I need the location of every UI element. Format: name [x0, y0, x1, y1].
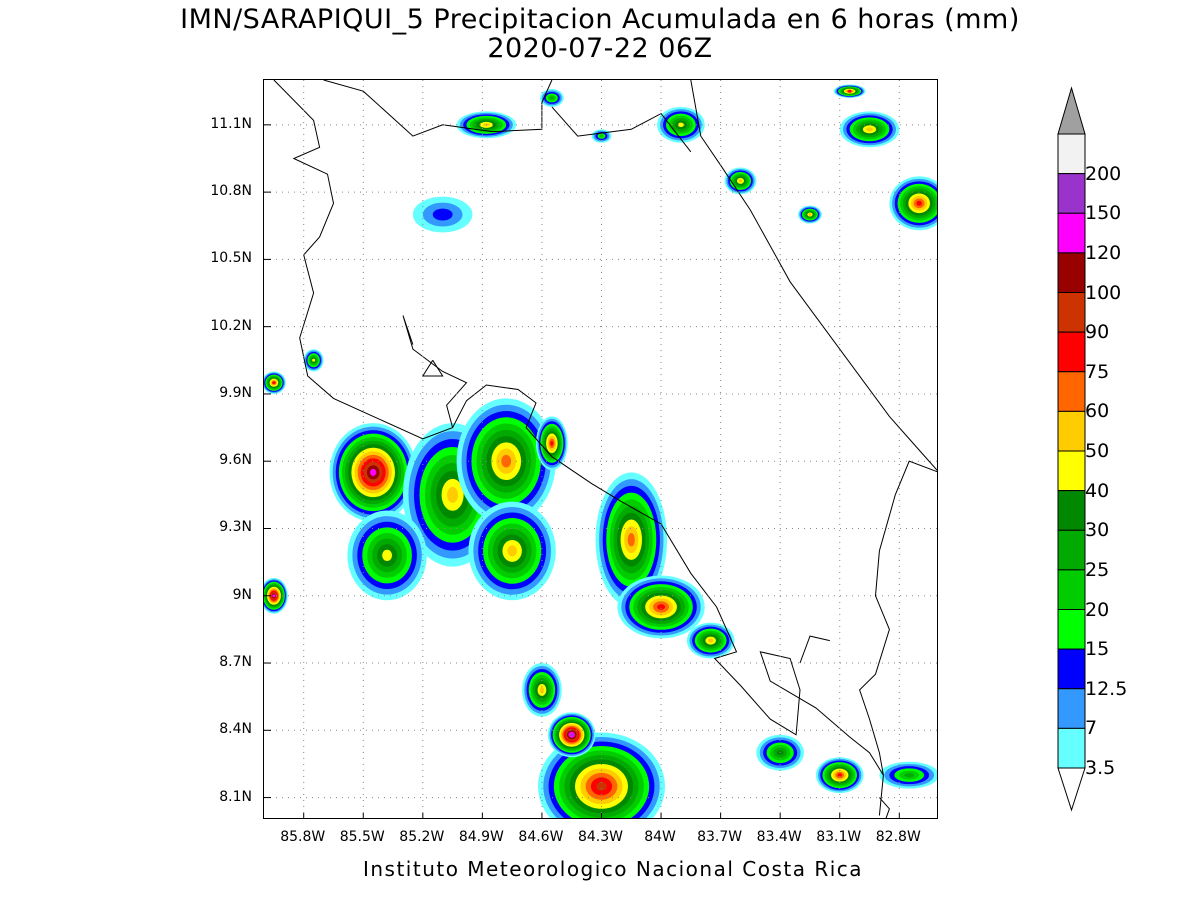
- colorbar-swatch-20: [1057, 569, 1086, 610]
- rain-cell-13-level-10: [272, 381, 276, 385]
- coastline-7: [799, 635, 830, 664]
- colorbar-label: 90: [1085, 321, 1110, 344]
- rain-cell-1-level-8: [447, 486, 459, 503]
- rain-cell-5-level-10: [550, 440, 554, 446]
- precipitation-map: [264, 80, 937, 818]
- tick-label-lat: 11.1N: [210, 115, 252, 132]
- colorbar-swatch-120: [1057, 212, 1086, 254]
- tick-label-lat: 10.2N: [210, 317, 252, 334]
- tick-label-lon: 85.2W: [399, 829, 445, 845]
- colorbar-swatch-15: [1057, 609, 1086, 650]
- coastline-3: [323, 80, 553, 137]
- colorbar-over-triangle: [1057, 86, 1086, 135]
- chart-subtitle: 2020-07-22 06Z: [487, 33, 713, 64]
- tick-label-lon: 83.1W: [816, 829, 862, 845]
- colorbar-label: 25: [1085, 558, 1110, 581]
- colorbar-swatch-12.5: [1057, 648, 1086, 690]
- colorbar-label: 20: [1085, 598, 1110, 621]
- coastline-0: [273, 80, 884, 816]
- tick-label-lat: 10.5N: [210, 250, 252, 267]
- tick-label-lon: 84.9W: [458, 829, 504, 845]
- rain-cell-27-level-2: [432, 208, 453, 221]
- colorbar-swatch-7: [1057, 688, 1086, 729]
- rain-cell-24-level-10: [837, 773, 842, 777]
- rain-cell-20-level-10: [848, 89, 852, 93]
- rain-cell-23-level-8: [808, 213, 812, 217]
- colorbar-label: 75: [1085, 360, 1110, 383]
- rain-cell-17-level-4: [599, 134, 604, 138]
- rain-cell-12-level-13: [272, 594, 276, 598]
- coastline-8: [879, 797, 890, 818]
- coastline-5: [690, 80, 937, 471]
- tick-label-lon: 84W: [644, 829, 676, 845]
- tick-label-lon: 83.4W: [756, 829, 802, 845]
- colorbar-label: 100: [1085, 281, 1122, 304]
- tick-label-lon: 85.8W: [280, 829, 326, 845]
- coastline-1: [402, 315, 468, 428]
- colorbar-swatch-25: [1057, 529, 1086, 571]
- rain-cell-22-level-10: [916, 200, 922, 206]
- tick-label-lat: 9N: [232, 586, 252, 603]
- colorbar-swatch-75: [1057, 331, 1086, 373]
- colorbar-label: 3.5: [1085, 757, 1116, 779]
- rain-cell-3-level-7: [382, 549, 393, 561]
- rain-cell-11-level-8: [539, 686, 545, 693]
- colorbar-label: 120: [1085, 241, 1122, 264]
- rain-cell-19-level-8: [738, 179, 743, 183]
- rain-cell-2-level-9: [501, 454, 512, 468]
- tick-label-lon: 83.7W: [697, 829, 743, 845]
- colorbar-label: 7: [1085, 717, 1098, 740]
- tick-label-lon: 84.3W: [577, 829, 623, 845]
- tick-label-lat: 8.7N: [219, 654, 252, 671]
- tick-label-lat: 9.6N: [219, 452, 252, 469]
- coastline-6: [859, 460, 937, 776]
- tick-label-lat: 9.3N: [219, 519, 252, 536]
- colorbar-swatch-50: [1057, 410, 1086, 452]
- coastline-2: [421, 360, 444, 377]
- tick-label-lon: 85.5W: [339, 829, 385, 845]
- colorbar-label: 12.5: [1085, 677, 1128, 700]
- tick-label-lat: 8.1N: [219, 788, 252, 805]
- colorbar: [1057, 86, 1086, 812]
- rain-cell-18-level-7: [677, 122, 684, 128]
- colorbar-swatch-200: [1057, 133, 1086, 175]
- rain-cell-16-level-5: [549, 96, 554, 100]
- tick-label-lat: 8.4N: [219, 721, 252, 738]
- tick-label-lat: 9.9N: [219, 384, 252, 401]
- colorbar-swatch-60: [1057, 371, 1086, 412]
- rain-cell-14-level-7: [312, 358, 316, 362]
- rain-cell-4-level-8: [507, 545, 518, 557]
- rain-cell-25-level-5: [904, 772, 915, 778]
- colorbar-label: 150: [1085, 202, 1122, 225]
- rain-cell-8-level-8: [708, 638, 714, 643]
- colorbar-swatch-150: [1057, 173, 1086, 214]
- colorbar-swatch-40: [1057, 450, 1086, 492]
- colorbar-label: 60: [1085, 400, 1110, 423]
- colorbar-swatch-90: [1057, 292, 1086, 333]
- footer-credit: Instituto Meteorologico Nacional Costa R…: [362, 857, 864, 881]
- colorbar-swatch-100: [1057, 252, 1086, 293]
- coastline-4: [551, 106, 692, 153]
- colorbar-label: 40: [1085, 479, 1110, 502]
- rain-cell-0-level-13: [370, 468, 377, 476]
- tick-label-lon: 82.8W: [875, 829, 921, 845]
- chart-title: IMN/SARAPIQUI_5 Precipitacion Acumulada …: [180, 4, 1020, 35]
- tick-label-lat: 10.8N: [210, 183, 252, 200]
- rain-cell-21-level-8: [866, 127, 873, 132]
- rain-cell-6-level-9: [627, 532, 635, 547]
- rain-cell-9-level-11: [596, 781, 607, 791]
- map-panel: [263, 79, 938, 819]
- colorbar-label: 200: [1085, 162, 1122, 185]
- colorbar-under-triangle: [1057, 767, 1086, 812]
- rain-cell-7-level-10: [657, 604, 666, 610]
- tick-label-lon: 84.6W: [518, 829, 564, 845]
- colorbar-swatch-30: [1057, 490, 1086, 531]
- colorbar-label: 30: [1085, 519, 1110, 542]
- rain-cell-10-level-14: [570, 733, 574, 737]
- colorbar-label: 15: [1085, 638, 1110, 661]
- colorbar-swatch-3.5: [1057, 727, 1086, 769]
- colorbar-label: 50: [1085, 440, 1110, 462]
